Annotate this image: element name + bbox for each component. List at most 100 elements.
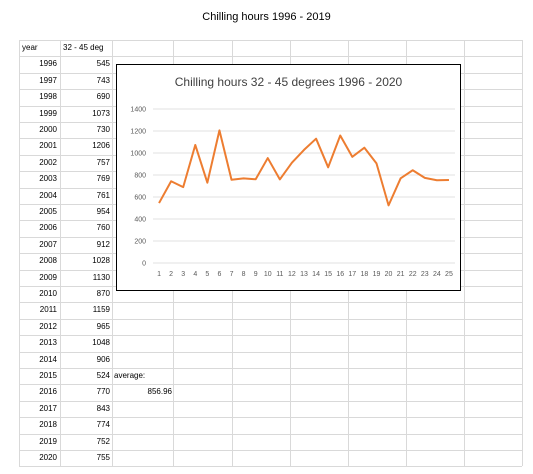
x-tick-label: 22 (409, 271, 417, 278)
cell-value[interactable]: 1206 (92, 141, 110, 151)
grid-row-line (19, 433, 522, 435)
cell-year[interactable]: 1997 (39, 75, 57, 85)
y-tick-label: 400 (134, 217, 146, 224)
x-tick-label: 10 (264, 271, 272, 278)
cell-year[interactable]: 1998 (39, 92, 57, 102)
column-header-value[interactable]: 32 - 45 deg (63, 43, 104, 52)
cell-year[interactable]: 2006 (39, 223, 57, 233)
y-tick-label: 200 (134, 239, 146, 246)
x-tick-label: 9 (254, 271, 258, 278)
cell-year[interactable]: 2007 (39, 239, 57, 249)
x-tick-label: 19 (373, 271, 381, 278)
cell-value[interactable]: 1130 (92, 272, 110, 282)
cell-year[interactable]: 1996 (39, 59, 57, 69)
cell-year[interactable]: 2002 (39, 157, 57, 167)
cell-year[interactable]: 2001 (39, 141, 57, 151)
y-tick-label: 1000 (130, 151, 146, 158)
cell-value[interactable]: 752 (96, 436, 110, 446)
grid-row-line (19, 368, 522, 369)
cell-year[interactable]: 2014 (39, 354, 57, 364)
grid-row-line (19, 318, 522, 320)
cell-year[interactable]: 2015 (39, 371, 57, 380)
x-tick-label: 6 (217, 271, 221, 278)
x-tick-label: 24 (433, 271, 441, 278)
cell-value[interactable]: 1159 (92, 305, 110, 315)
chart-title: Chilling hours 32 - 45 degrees 1996 - 20… (174, 75, 403, 89)
cell-year[interactable]: 2016 (39, 387, 57, 397)
y-tick-label: 1400 (130, 107, 146, 114)
grid-row-line (19, 384, 522, 386)
cell-value[interactable]: 1028 (92, 256, 110, 266)
grid-row-line (19, 40, 522, 41)
x-tick-label: 5 (205, 271, 209, 278)
cell-value[interactable]: 755 (96, 453, 110, 462)
cell-year[interactable]: 2013 (39, 338, 57, 348)
x-tick-label: 8 (242, 271, 246, 278)
cell-year[interactable]: 1999 (39, 108, 57, 118)
cell-value[interactable]: 870 (96, 289, 110, 298)
cell-year[interactable]: 2017 (39, 403, 57, 413)
cell-year[interactable]: 2018 (39, 420, 57, 430)
cell-value[interactable]: 774 (96, 420, 110, 430)
cell-year[interactable]: 2005 (39, 207, 57, 216)
cell-value[interactable]: 1048 (92, 338, 110, 348)
cell-value[interactable]: 906 (96, 354, 110, 364)
cell-year[interactable]: 2020 (39, 453, 57, 462)
column-header-year[interactable]: year (22, 43, 38, 52)
x-tick-label: 3 (181, 271, 185, 278)
cell-year[interactable]: 2010 (39, 289, 57, 298)
x-tick-label: 13 (300, 271, 308, 278)
cell-year[interactable]: 2003 (39, 174, 57, 184)
cell-value[interactable]: 1073 (92, 108, 110, 118)
cell-value[interactable]: 912 (96, 239, 110, 249)
x-tick-label: 1 (157, 271, 161, 278)
grid-row-line (19, 302, 522, 304)
cell-year[interactable]: 2011 (39, 305, 57, 315)
x-tick-label: 23 (421, 271, 429, 278)
grid-row-line (19, 351, 522, 353)
cell-year[interactable]: 2004 (39, 190, 57, 200)
y-tick-label: 0 (142, 261, 146, 268)
x-tick-label: 7 (230, 271, 234, 278)
x-tick-label: 20 (385, 271, 393, 278)
cell-value[interactable]: 770 (96, 387, 110, 397)
cell-year[interactable]: 2009 (39, 272, 57, 282)
grid-row-line (19, 56, 522, 58)
cell-year[interactable]: 2019 (39, 436, 57, 446)
x-tick-label: 18 (361, 271, 369, 278)
average-label[interactable]: average: (114, 371, 146, 380)
cell-value[interactable]: 965 (96, 321, 110, 331)
cell-value[interactable]: 769 (96, 174, 110, 184)
x-tick-label: 12 (288, 271, 296, 278)
cell-value[interactable]: 954 (96, 207, 110, 216)
x-tick-label: 16 (336, 271, 344, 278)
cell-value[interactable]: 760 (96, 223, 110, 233)
grid-row-line (19, 450, 522, 451)
x-tick-label: 4 (193, 271, 197, 278)
series-line (158, 129, 449, 207)
y-tick-label: 600 (134, 195, 146, 202)
grid-row-line (19, 400, 522, 402)
cell-year[interactable]: 2012 (39, 321, 57, 331)
x-tick-label: 15 (324, 271, 332, 278)
average-value[interactable]: 856.96 (147, 387, 172, 397)
cell-year[interactable]: 2008 (39, 256, 57, 266)
grid-row-line (19, 466, 522, 468)
cell-value[interactable]: 843 (96, 403, 110, 413)
cell-value[interactable]: 743 (96, 75, 110, 85)
cell-value[interactable]: 730 (96, 125, 110, 134)
chart-box[interactable]: Chilling hours 32 - 45 degrees 1996 - 20… (116, 64, 461, 291)
cell-value[interactable]: 545 (96, 59, 110, 69)
grid-column-line (522, 40, 523, 467)
cell-value[interactable]: 757 (96, 157, 110, 167)
grid-row-line (19, 417, 522, 419)
cell-value[interactable]: 690 (96, 92, 110, 102)
cell-value[interactable]: 524 (96, 371, 110, 380)
y-tick-label: 1200 (130, 129, 146, 136)
y-tick-label: 800 (134, 173, 146, 180)
x-tick-label: 17 (348, 271, 356, 278)
x-tick-label: 2 (169, 271, 173, 278)
cell-value[interactable]: 761 (96, 190, 110, 200)
cell-year[interactable]: 2000 (39, 125, 57, 134)
